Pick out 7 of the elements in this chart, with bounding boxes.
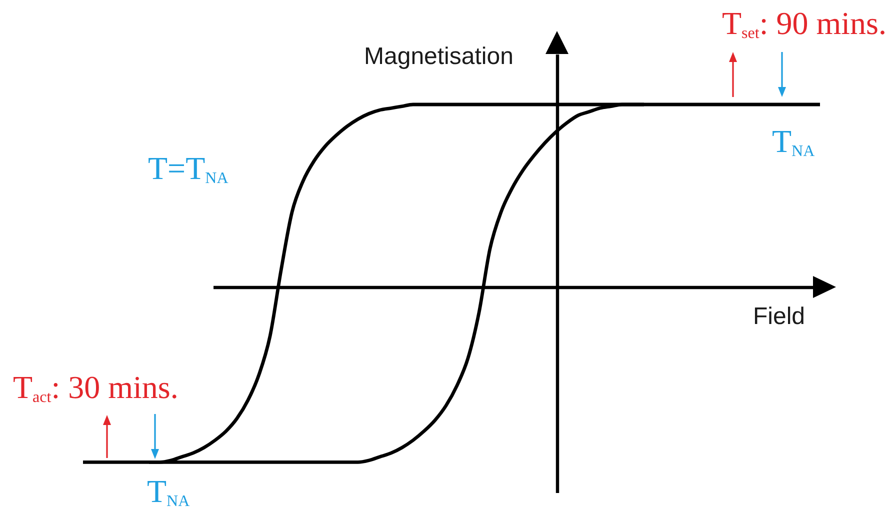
x-axis-title: Field	[753, 303, 806, 330]
text: T$_{set}$: 90 mins.	[722, 5, 886, 42]
annotation: T$_{act}$: 30 mins.	[13, 369, 178, 406]
y-axis-title: Magnetisation	[364, 43, 514, 70]
text: T$_{NA}$	[147, 473, 190, 510]
annotation: T=T$_{NA}$	[148, 150, 229, 188]
annotation: T$_{NA}$	[772, 123, 816, 160]
